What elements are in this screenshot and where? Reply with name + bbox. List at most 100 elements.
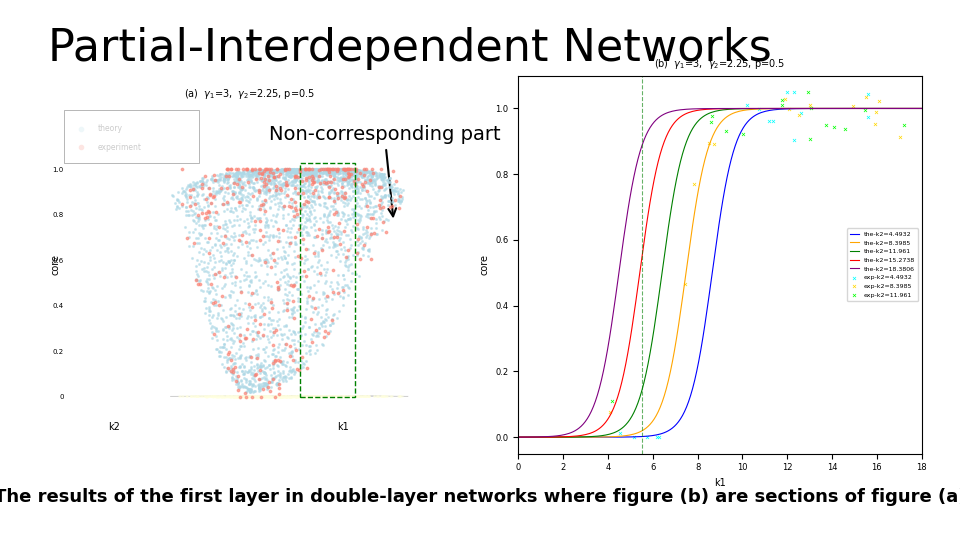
Point [255,232,271,241]
Point [223,290,238,299]
Point [236,363,252,372]
Point [266,167,281,176]
Point [300,165,315,174]
Point [270,194,285,202]
Point [281,172,297,181]
Point [253,392,269,400]
Point [189,179,204,187]
Point [221,178,236,186]
Point [307,168,323,177]
Point [259,384,275,393]
Point [348,171,363,180]
Point [251,192,266,200]
Point [351,166,367,175]
Point [342,177,357,185]
Point [252,381,268,390]
Point [263,165,278,174]
Point [325,165,341,173]
Point [388,184,403,192]
Point [197,294,212,303]
Point [333,165,348,173]
Point [265,184,280,193]
Point [223,368,238,376]
Point [262,393,277,401]
Point [239,392,254,401]
Point [271,343,286,352]
Point [319,392,334,401]
Point [226,311,241,320]
Point [351,168,367,177]
Point [239,393,254,401]
Point [283,165,299,174]
Point [264,167,279,176]
Point [248,310,263,319]
Point [313,165,328,174]
Point [326,392,342,401]
Point [316,392,331,401]
Point [322,172,337,180]
Point [242,384,257,393]
Point [268,172,283,180]
Point [362,167,377,176]
Point [365,169,380,178]
Point [324,221,340,230]
Point [343,165,358,174]
Point [322,392,337,400]
Point [327,165,343,173]
Point [321,242,336,251]
Point [264,168,279,177]
Point [325,168,341,177]
Point [326,172,342,180]
Point [262,392,277,400]
Point [199,392,214,401]
Point [199,177,214,186]
Point [391,392,406,401]
Point [252,375,267,383]
Point [252,170,267,179]
Point [283,167,299,176]
Point [366,214,381,222]
Point [325,165,341,173]
Point [266,393,281,401]
Point [306,197,322,205]
Point [244,380,259,389]
Point [211,181,227,190]
Point [316,165,331,174]
Point [326,167,342,176]
Line: the-k2=18.3806: the-k2=18.3806 [518,109,922,437]
Point [258,197,274,206]
Point [307,171,323,179]
Point [364,224,379,232]
Point [284,168,300,177]
Point [235,392,251,401]
Point [354,185,370,194]
Point [213,184,228,192]
Point [183,392,199,401]
Point [310,392,325,401]
Point [306,170,322,178]
Point [220,332,235,340]
Point [250,366,265,375]
Point [308,392,324,400]
Point [280,392,296,400]
Point [235,165,251,173]
Point [356,166,372,175]
Point [324,167,340,176]
Point [219,392,234,401]
Point [351,168,367,177]
Point [243,190,258,199]
Point [266,392,281,400]
Point [393,185,408,193]
Point [222,258,237,266]
Point [329,231,345,239]
Point [225,320,240,328]
Point [320,392,335,401]
Point [226,256,241,265]
Point [267,166,282,174]
Point [371,392,386,400]
Point [223,353,238,362]
Point [214,392,229,401]
Point [317,174,332,183]
Point [284,165,300,173]
Point [232,176,248,184]
